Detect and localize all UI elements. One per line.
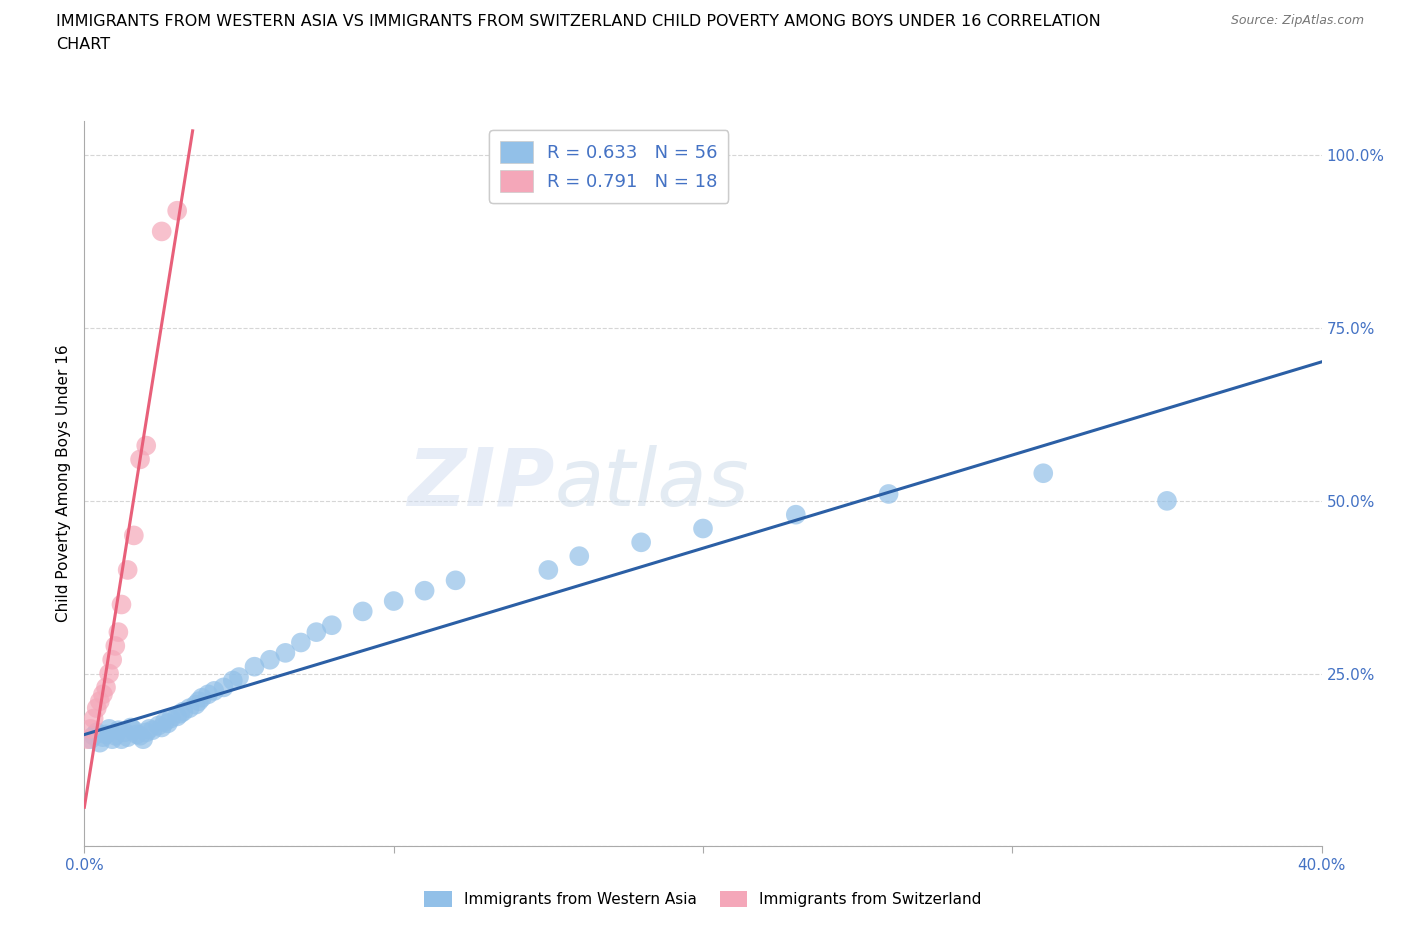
Point: [132, 732, 155, 747]
Point: [129, 452, 152, 467]
Point: [110, 597, 132, 612]
Point: [212, 680, 235, 695]
Point: [1156, 494, 1178, 509]
Point: [135, 724, 157, 739]
Point: [83, 711, 105, 726]
Point: [107, 723, 129, 737]
Point: [122, 723, 145, 737]
Point: [222, 673, 245, 688]
Point: [89, 694, 111, 709]
Point: [692, 521, 714, 536]
Point: [160, 711, 183, 726]
Point: [148, 718, 170, 733]
Legend: Immigrants from Western Asia, Immigrants from Switzerland: Immigrants from Western Asia, Immigrants…: [418, 884, 988, 913]
Point: [169, 706, 191, 721]
Point: [98, 666, 121, 681]
Point: [104, 728, 127, 743]
Point: [568, 549, 591, 564]
Point: [166, 204, 188, 219]
Point: [274, 645, 297, 660]
Point: [114, 724, 136, 739]
Text: ZIP: ZIP: [408, 445, 554, 523]
Point: [141, 723, 163, 737]
Point: [117, 730, 139, 745]
Point: [187, 694, 209, 709]
Point: [785, 507, 807, 522]
Point: [191, 690, 214, 705]
Point: [537, 563, 560, 578]
Y-axis label: Child Poverty Among Boys Under 16: Child Poverty Among Boys Under 16: [56, 345, 72, 622]
Point: [94, 727, 117, 742]
Point: [83, 728, 105, 743]
Point: [101, 732, 124, 747]
Point: [172, 704, 194, 719]
Point: [444, 573, 467, 588]
Point: [86, 724, 108, 739]
Point: [150, 720, 173, 735]
Point: [76, 732, 98, 747]
Point: [89, 736, 111, 751]
Point: [117, 563, 139, 578]
Point: [197, 687, 219, 702]
Point: [153, 714, 176, 729]
Point: [129, 728, 152, 743]
Point: [259, 652, 281, 667]
Point: [101, 652, 124, 667]
Point: [79, 732, 101, 747]
Text: Source: ZipAtlas.com: Source: ZipAtlas.com: [1230, 14, 1364, 27]
Point: [179, 700, 201, 715]
Point: [413, 583, 436, 598]
Point: [86, 700, 108, 715]
Point: [150, 224, 173, 239]
Point: [94, 680, 117, 695]
Point: [135, 438, 157, 453]
Text: atlas: atlas: [554, 445, 749, 523]
Point: [352, 604, 374, 618]
Point: [120, 720, 142, 735]
Text: IMMIGRANTS FROM WESTERN ASIA VS IMMIGRANTS FROM SWITZERLAND CHILD POVERTY AMONG : IMMIGRANTS FROM WESTERN ASIA VS IMMIGRAN…: [56, 14, 1101, 29]
Point: [125, 727, 148, 742]
Point: [91, 687, 114, 702]
Point: [382, 593, 405, 608]
Point: [202, 684, 225, 698]
Point: [91, 730, 114, 745]
Text: CHART: CHART: [56, 37, 110, 52]
Point: [138, 722, 160, 737]
Point: [877, 486, 900, 501]
Point: [122, 528, 145, 543]
Point: [290, 635, 312, 650]
Point: [243, 659, 266, 674]
Point: [630, 535, 652, 550]
Point: [98, 722, 121, 737]
Point: [184, 698, 207, 712]
Legend: R = 0.633   N = 56, R = 0.791   N = 18: R = 0.633 N = 56, R = 0.791 N = 18: [489, 130, 728, 203]
Point: [104, 639, 127, 654]
Point: [79, 722, 101, 737]
Point: [166, 709, 188, 724]
Point: [228, 670, 250, 684]
Point: [107, 625, 129, 640]
Point: [1032, 466, 1054, 481]
Point: [321, 618, 343, 632]
Point: [305, 625, 328, 640]
Point: [156, 716, 179, 731]
Point: [110, 732, 132, 747]
